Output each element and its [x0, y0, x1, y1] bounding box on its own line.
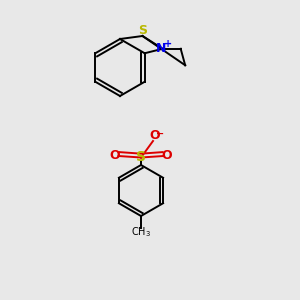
Text: −: −	[156, 128, 165, 139]
Text: O: O	[162, 149, 172, 162]
Text: CH$_3$: CH$_3$	[131, 226, 151, 239]
Text: S: S	[136, 150, 146, 164]
Text: N: N	[156, 42, 166, 55]
Text: S: S	[138, 24, 147, 37]
Text: O: O	[149, 129, 160, 142]
Text: O: O	[110, 149, 120, 162]
Text: +: +	[164, 39, 172, 49]
